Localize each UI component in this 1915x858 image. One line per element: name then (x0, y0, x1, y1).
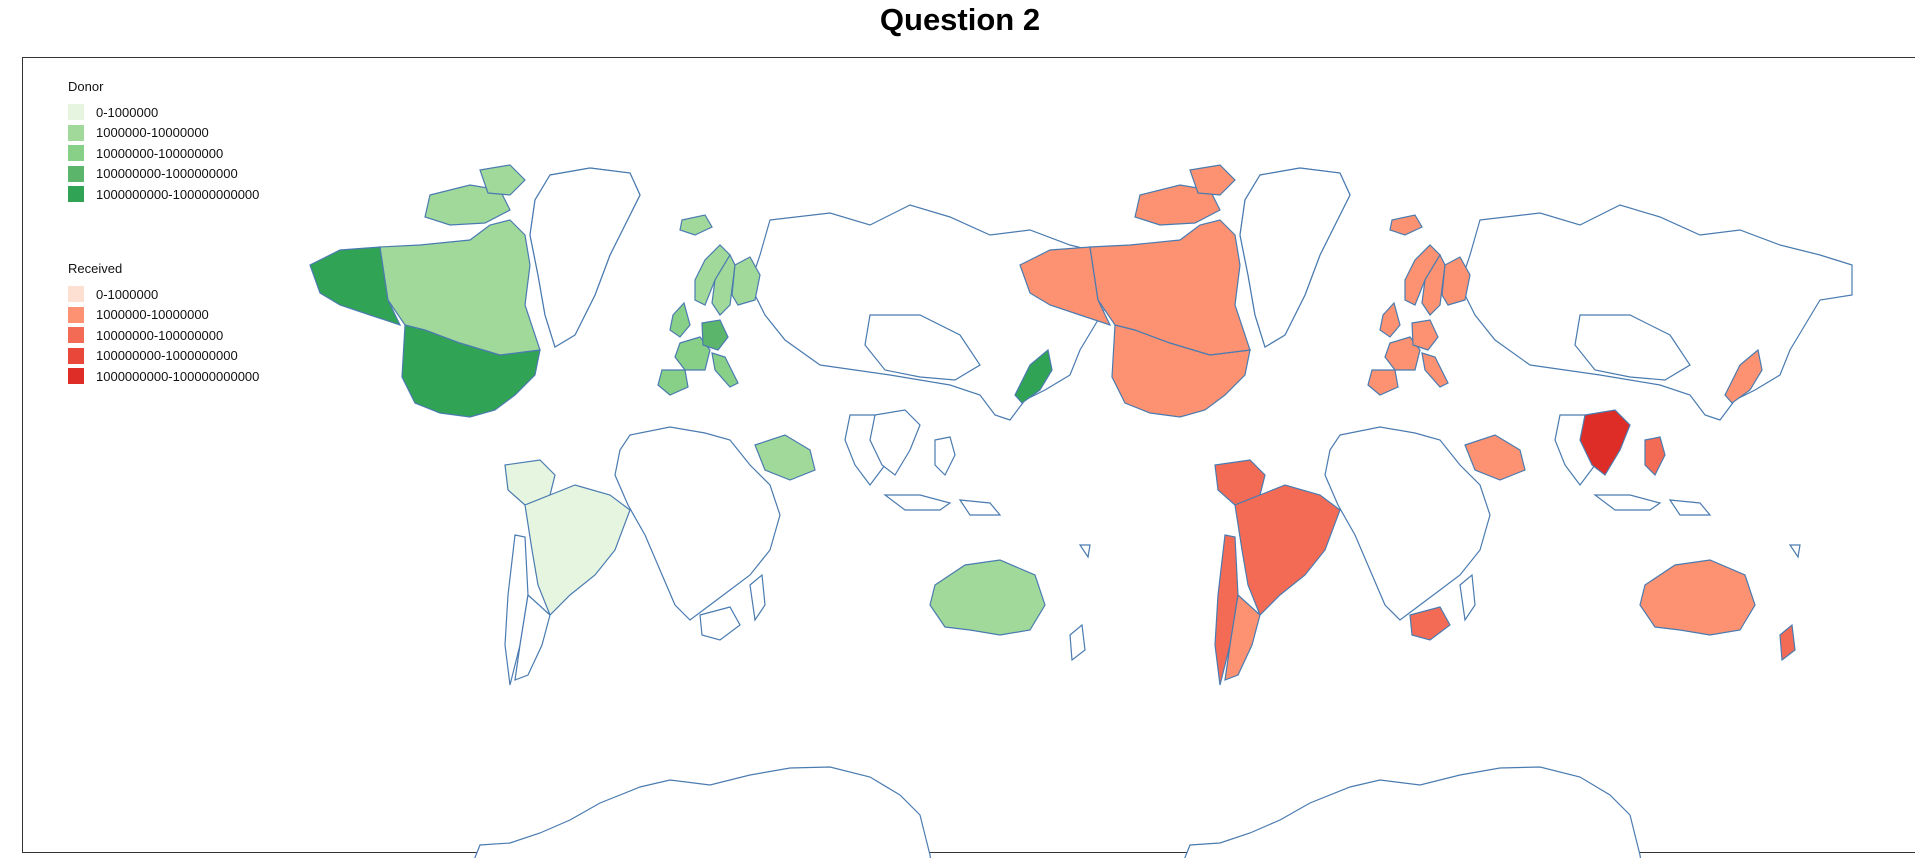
country-australia[interactable] (929, 559, 1046, 636)
country-thailand[interactable] (1644, 436, 1666, 476)
received-legend-item[interactable]: 100000000-1000000000 (68, 346, 259, 367)
country-thailand[interactable] (934, 436, 956, 476)
donor-legend-swatch (68, 124, 84, 141)
country-brazil[interactable] (1234, 484, 1341, 616)
country-saudi-arabia[interactable] (754, 434, 816, 481)
country-canada[interactable] (479, 164, 526, 196)
country-united-kingdom[interactable] (1379, 302, 1401, 338)
received-legend-item[interactable]: 10000000-100000000 (68, 325, 259, 346)
donor-map (309, 164, 1143, 858)
received-legend-swatch (68, 327, 84, 344)
received-legend-swatch (68, 306, 84, 323)
received-legend-swatch (68, 368, 84, 385)
donor-legend-swatch (68, 186, 84, 203)
country-italy[interactable] (711, 352, 739, 388)
country-greenland[interactable] (1239, 167, 1351, 348)
donor-legend-item[interactable]: 1000000-10000000 (68, 123, 259, 144)
donor-legend-item[interactable]: 1000000000-100000000000 (68, 184, 259, 205)
received-legend-title: Received (68, 261, 123, 276)
country-italy[interactable] (1421, 352, 1449, 388)
country-spain[interactable] (657, 369, 689, 396)
donor-legend-label: 0-1000000 (96, 104, 159, 120)
country-canada[interactable] (1189, 164, 1236, 196)
received-legend-label: 1000000000-100000000000 (96, 368, 260, 384)
received-legend: Received 0-1000000 1000000-10000000 100000… (68, 261, 259, 387)
received-legend-label: 100000000-1000000000 (96, 348, 238, 364)
donor-legend-item[interactable]: 0-1000000 (68, 102, 259, 123)
donor-legend-item[interactable]: 10000000-100000000 (68, 143, 259, 164)
country-iceland[interactable] (679, 214, 713, 236)
donor-legend-swatch (68, 165, 84, 182)
country-iceland[interactable] (1389, 214, 1423, 236)
received-map (1019, 164, 1853, 858)
donor-legend-title: Donor (68, 79, 104, 94)
country-germany[interactable] (1411, 319, 1439, 351)
donor-legend-label: 10000000-100000000 (96, 145, 224, 161)
received-legend-swatch (68, 347, 84, 364)
donor-legend-label: 100000000-1000000000 (96, 166, 238, 182)
country-finland[interactable] (1441, 256, 1471, 306)
received-legend-item[interactable]: 1000000000-100000000000 (68, 366, 259, 387)
donor-legend-label: 1000000000-100000000000 (96, 186, 260, 202)
country-brazil[interactable] (524, 484, 631, 616)
received-legend-label: 1000000-10000000 (96, 307, 209, 323)
country-south-africa[interactable] (1409, 606, 1451, 641)
donor-legend: Donor 0-1000000 1000000-10000000 10000000-… (68, 79, 259, 205)
country-australia[interactable] (1639, 559, 1756, 636)
received-legend-swatch (68, 286, 84, 303)
received-legend-item[interactable]: 1000000-10000000 (68, 305, 259, 326)
country-new-zealand[interactable] (1779, 624, 1796, 661)
country-germany[interactable] (701, 319, 729, 351)
chart-title: Question 2 (879, 2, 1041, 37)
country-south-africa[interactable] (699, 606, 741, 641)
donor-legend-label: 1000000-10000000 (96, 125, 209, 141)
country-greenland[interactable] (529, 167, 641, 348)
received-legend-label: 10000000-100000000 (96, 327, 224, 343)
country-united-kingdom[interactable] (669, 302, 691, 338)
donor-legend-swatch (68, 145, 84, 162)
map-frame (22, 57, 1915, 853)
country-spain[interactable] (1367, 369, 1399, 396)
donor-legend-item[interactable]: 100000000-1000000000 (68, 164, 259, 185)
country-finland[interactable] (731, 256, 761, 306)
received-legend-item[interactable]: 0-1000000 (68, 284, 259, 305)
donor-legend-swatch (68, 104, 84, 121)
country-saudi-arabia[interactable] (1464, 434, 1526, 481)
country-new-zealand[interactable] (1069, 624, 1086, 661)
received-legend-label: 0-1000000 (96, 286, 159, 302)
